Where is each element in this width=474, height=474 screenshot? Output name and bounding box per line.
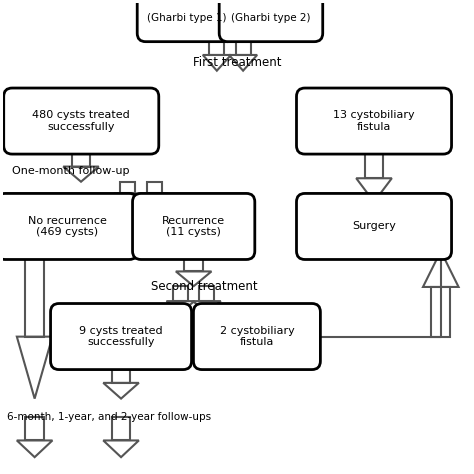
FancyBboxPatch shape <box>137 0 236 42</box>
Text: 480 cysts treated
successfully: 480 cysts treated successfully <box>32 110 130 132</box>
FancyBboxPatch shape <box>51 303 191 370</box>
Text: Surgery: Surgery <box>352 221 396 231</box>
FancyBboxPatch shape <box>0 193 137 259</box>
Text: (Gharbi type 1): (Gharbi type 1) <box>147 13 227 23</box>
FancyBboxPatch shape <box>219 0 323 42</box>
Text: 2 cystobiliary
fistula: 2 cystobiliary fistula <box>219 326 294 347</box>
Text: 6-month, 1-year, and 2-year follow-ups: 6-month, 1-year, and 2-year follow-ups <box>8 412 211 422</box>
Text: One-month follow-up: One-month follow-up <box>12 166 130 176</box>
Text: First treatment: First treatment <box>193 56 281 69</box>
FancyBboxPatch shape <box>193 303 320 370</box>
Text: No recurrence
(469 cysts): No recurrence (469 cysts) <box>28 216 107 237</box>
FancyBboxPatch shape <box>133 193 255 259</box>
FancyBboxPatch shape <box>4 88 159 154</box>
Text: Recurrence
(11 cysts): Recurrence (11 cysts) <box>162 216 225 237</box>
Text: (Gharbi type 2): (Gharbi type 2) <box>231 13 311 23</box>
Text: 9 cysts treated
successfully: 9 cysts treated successfully <box>79 326 163 347</box>
FancyBboxPatch shape <box>297 193 452 259</box>
Text: 13 cystobiliary
fistula: 13 cystobiliary fistula <box>333 110 415 132</box>
FancyBboxPatch shape <box>297 88 452 154</box>
Text: Second treatment: Second treatment <box>151 280 257 292</box>
